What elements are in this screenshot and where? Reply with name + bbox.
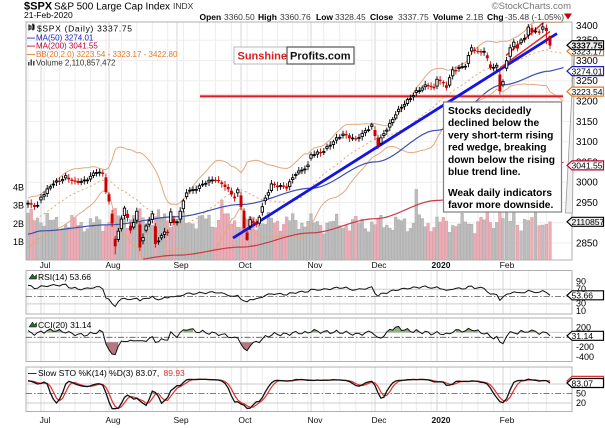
svg-text:Stocks decidedly: Stocks decidedly [448,106,532,117]
svg-text:High: High [258,12,277,22]
svg-text:Jul: Jul [40,415,51,425]
svg-text:10: 10 [576,306,586,316]
svg-text:3400: 3400 [576,21,598,32]
svg-text:-400: -400 [576,352,594,362]
svg-text:2020: 2020 [432,260,451,270]
svg-text:3323.17: 3323.17 [572,46,603,56]
svg-text:Chg: Chg [487,12,504,22]
svg-text:-35.48 (-1.05%): -35.48 (-1.05%) [505,12,564,22]
svg-text:blue trend line.: blue trend line. [448,167,521,178]
svg-text:20: 20 [576,398,586,408]
svg-text:Dec: Dec [371,415,387,425]
svg-text:Volume 2,110,857,472: Volume 2,110,857,472 [36,59,116,68]
svg-text:Dec: Dec [371,260,387,270]
svg-text:declined below the: declined below the [448,118,539,129]
svg-text:—: — [27,42,35,51]
svg-text:90: 90 [576,277,586,287]
svg-text:Aug: Aug [105,260,120,270]
svg-text:30: 30 [576,299,586,309]
svg-text:Slow STO %K(14) %D(3) 83.07,: Slow STO %K(14) %D(3) 83.07, [38,368,159,378]
svg-text:3274.01: 3274.01 [572,66,603,76]
svg-text:3200: 3200 [576,97,598,108]
svg-text:50: 50 [576,389,586,399]
svg-text:2850: 2850 [576,238,598,249]
svg-text:down below the rising: down below the rising [448,155,555,166]
svg-text:Feb: Feb [500,415,515,425]
svg-text:83.07: 83.07 [572,378,594,388]
svg-text:RSI(14) 53.66: RSI(14) 53.66 [38,272,91,282]
svg-text:©StockCharts.com: ©StockCharts.com [492,1,571,12]
svg-text:Aug: Aug [105,415,120,425]
svg-text:89.93: 89.93 [164,368,186,378]
svg-text:Sep: Sep [173,260,188,270]
svg-text:Profits.com: Profits.com [290,51,351,63]
svg-text:MA(50) 3274.01: MA(50) 3274.01 [36,33,94,42]
svg-text:3223.54: 3223.54 [572,87,603,97]
svg-text:very short-term rising: very short-term rising [448,130,553,141]
svg-text:2110857: 2110857 [572,217,605,227]
svg-text:Jul: Jul [40,260,51,270]
svg-text:-200: -200 [576,342,594,352]
svg-text:Weak daily indicators: Weak daily indicators [448,188,552,199]
svg-text:3041.55: 3041.55 [572,161,603,171]
svg-text:53.66: 53.66 [572,291,594,301]
svg-text:MA(200) 3041.55: MA(200) 3041.55 [36,42,98,51]
svg-text:Nov: Nov [307,415,323,425]
svg-text:Close: Close [370,12,393,22]
svg-text:—: — [28,368,37,378]
svg-text:3328.45: 3328.45 [335,12,366,22]
svg-text:—: — [27,33,35,42]
svg-text:3300: 3300 [576,56,598,67]
svg-text:$SPX (Daily) 3337.75: $SPX (Daily) 3337.75 [37,24,133,34]
svg-text:70: 70 [576,284,586,294]
svg-text:31.14: 31.14 [572,331,594,341]
svg-text:2.1B: 2.1B [466,12,484,22]
svg-text:2B: 2B [13,219,24,229]
svg-text:2950: 2950 [576,198,598,209]
svg-text:Open: Open [200,12,222,22]
svg-text:$SPX: $SPX [24,1,53,13]
svg-text:3337.75: 3337.75 [398,12,429,22]
svg-text:3360.76: 3360.76 [280,12,311,22]
svg-text:—: — [27,50,35,59]
svg-text:Feb: Feb [500,260,515,270]
svg-text:2020: 2020 [432,415,451,425]
svg-text:3000: 3000 [576,178,598,189]
svg-text:Oct: Oct [238,415,252,425]
svg-text:INDX: INDX [173,1,194,11]
svg-text:CCI(20) 31.14: CCI(20) 31.14 [38,320,92,330]
svg-text:3150: 3150 [576,117,598,128]
svg-text:3100: 3100 [576,137,598,148]
svg-text:BB(20,2.0) 3223.54 - 3323.17 -: BB(20,2.0) 3223.54 - 3323.17 - 3422.80 [36,50,178,59]
svg-text:Sep: Sep [173,415,188,425]
svg-text:Oct: Oct [238,260,252,270]
svg-text:1B: 1B [13,237,24,247]
svg-text:4B: 4B [13,183,24,193]
svg-text:red wedge, breaking: red wedge, breaking [448,143,547,154]
svg-text:21-Feb-2020: 21-Feb-2020 [24,10,73,20]
svg-text:3250: 3250 [576,76,598,87]
svg-text:S&P 500 Large Cap Index: S&P 500 Large Cap Index [54,2,170,13]
svg-text:3337.75: 3337.75 [572,41,603,51]
svg-text:Volume: Volume [433,12,463,22]
svg-text:200: 200 [576,323,591,333]
svg-text:favor more downside.: favor more downside. [448,200,553,211]
svg-text:Low: Low [316,12,333,22]
svg-text:3360.50: 3360.50 [224,12,255,22]
svg-text:3B: 3B [13,201,24,211]
svg-text:Nov: Nov [307,260,323,270]
svg-text:Sunshine: Sunshine [238,51,288,63]
